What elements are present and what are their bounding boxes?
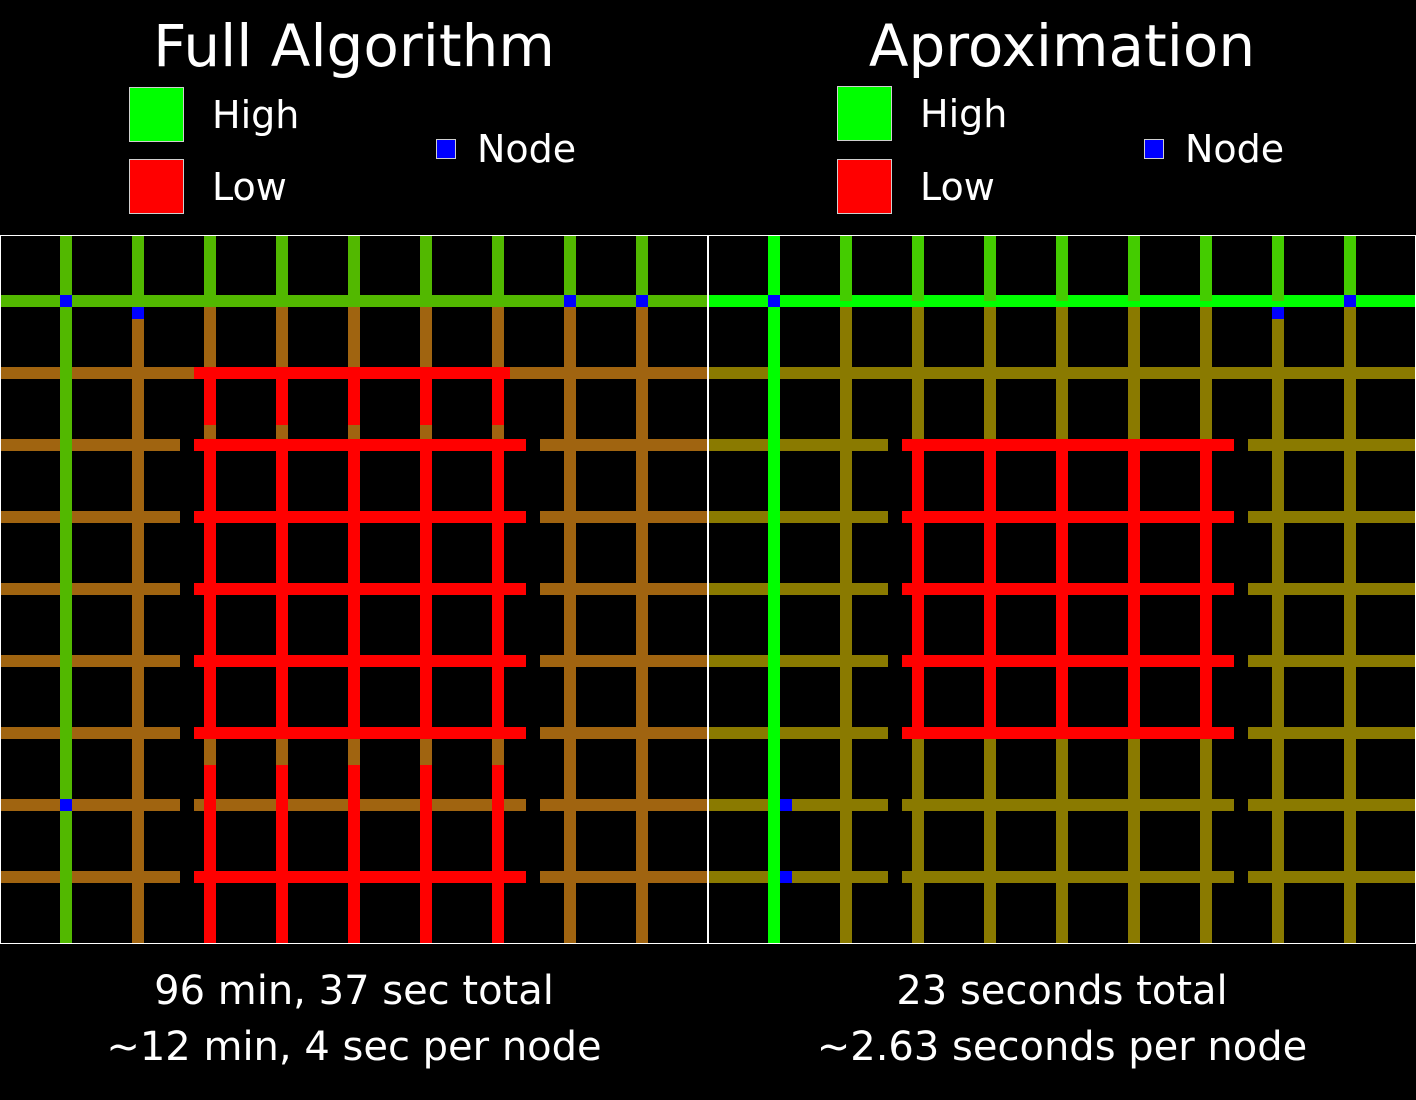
heat-segment xyxy=(276,373,288,425)
node-marker xyxy=(768,295,780,307)
heat-segment xyxy=(708,799,1416,811)
heat-segment xyxy=(204,373,216,425)
panel-title: Aproximation xyxy=(868,12,1256,80)
heat-segment xyxy=(492,235,504,301)
heat-segment xyxy=(708,871,1416,883)
heat-segment xyxy=(276,765,288,944)
node-marker xyxy=(780,871,792,883)
heat-segment xyxy=(840,235,852,301)
node-marker xyxy=(564,295,576,307)
heat-segment xyxy=(1056,445,1068,733)
node-legend-label: Node xyxy=(1185,127,1285,171)
heat-segment xyxy=(1344,235,1356,301)
total-time-caption: 23 seconds total xyxy=(896,968,1228,1014)
node-marker xyxy=(1272,307,1284,319)
heat-segment xyxy=(420,235,432,301)
heat-segment xyxy=(348,765,360,944)
per-node-time-caption: ~2.63 seconds per node xyxy=(816,1024,1308,1070)
high-legend-label: High xyxy=(920,92,1008,136)
gap xyxy=(888,433,902,944)
node-legend-swatch xyxy=(436,139,456,159)
heat-segment xyxy=(912,445,924,733)
heat-segment xyxy=(348,373,360,425)
heat-segment xyxy=(492,373,504,425)
high-legend-swatch xyxy=(129,87,184,142)
node-legend-label: Node xyxy=(477,127,577,171)
heat-segment xyxy=(348,235,360,301)
low-legend-swatch xyxy=(837,159,892,214)
heat-segment xyxy=(348,445,360,733)
heat-segment xyxy=(60,235,72,944)
heat-segment xyxy=(276,235,288,301)
node-marker xyxy=(1344,295,1356,307)
heat-segment xyxy=(420,765,432,944)
high-legend-label: High xyxy=(212,93,300,137)
per-node-time-caption: ~12 min, 4 sec per node xyxy=(106,1024,602,1070)
heat-segment xyxy=(912,235,924,301)
node-marker xyxy=(60,295,72,307)
approximation-panel: Aproximation High Low Node 23 seconds to… xyxy=(708,0,1416,1100)
node-marker xyxy=(780,799,792,811)
gap xyxy=(180,433,194,944)
node-legend-swatch xyxy=(1144,139,1164,159)
heat-segment xyxy=(1272,235,1284,301)
heat-segment xyxy=(1200,235,1212,301)
node-marker xyxy=(636,295,648,307)
heat-segment xyxy=(492,765,504,944)
high-legend-swatch xyxy=(837,86,892,141)
heat-segment xyxy=(984,445,996,733)
heat-segment xyxy=(204,235,216,301)
heat-segment xyxy=(276,445,288,733)
heat-segment xyxy=(636,235,648,301)
full-algorithm-panel: Full Algorithm High Low Node 96 min, 37 … xyxy=(0,12,708,1070)
heat-segment xyxy=(708,367,1416,379)
low-legend-swatch xyxy=(129,159,184,214)
heat-segment xyxy=(1056,235,1068,301)
heat-segment xyxy=(132,235,144,301)
low-legend-label: Low xyxy=(212,165,287,209)
total-time-caption: 96 min, 37 sec total xyxy=(154,968,554,1014)
gap xyxy=(526,433,540,944)
heat-segment xyxy=(564,235,576,301)
heat-segment xyxy=(984,235,996,301)
gap xyxy=(1234,433,1248,944)
node-marker xyxy=(60,799,72,811)
heat-segment xyxy=(492,445,504,733)
heat-segment xyxy=(420,373,432,425)
low-legend-label: Low xyxy=(920,165,995,209)
heat-segment xyxy=(1128,445,1140,733)
heat-segment xyxy=(420,445,432,733)
heat-segment xyxy=(204,765,216,944)
panel-title: Full Algorithm xyxy=(153,12,555,80)
heat-segment xyxy=(1200,445,1212,733)
map-border xyxy=(0,235,708,944)
approximation-heatmap xyxy=(708,235,1416,944)
heat-segment xyxy=(1128,235,1140,301)
heat-segment xyxy=(204,445,216,733)
heat-segment xyxy=(768,235,780,944)
full-algorithm-heatmap xyxy=(0,235,708,944)
node-marker xyxy=(132,307,144,319)
